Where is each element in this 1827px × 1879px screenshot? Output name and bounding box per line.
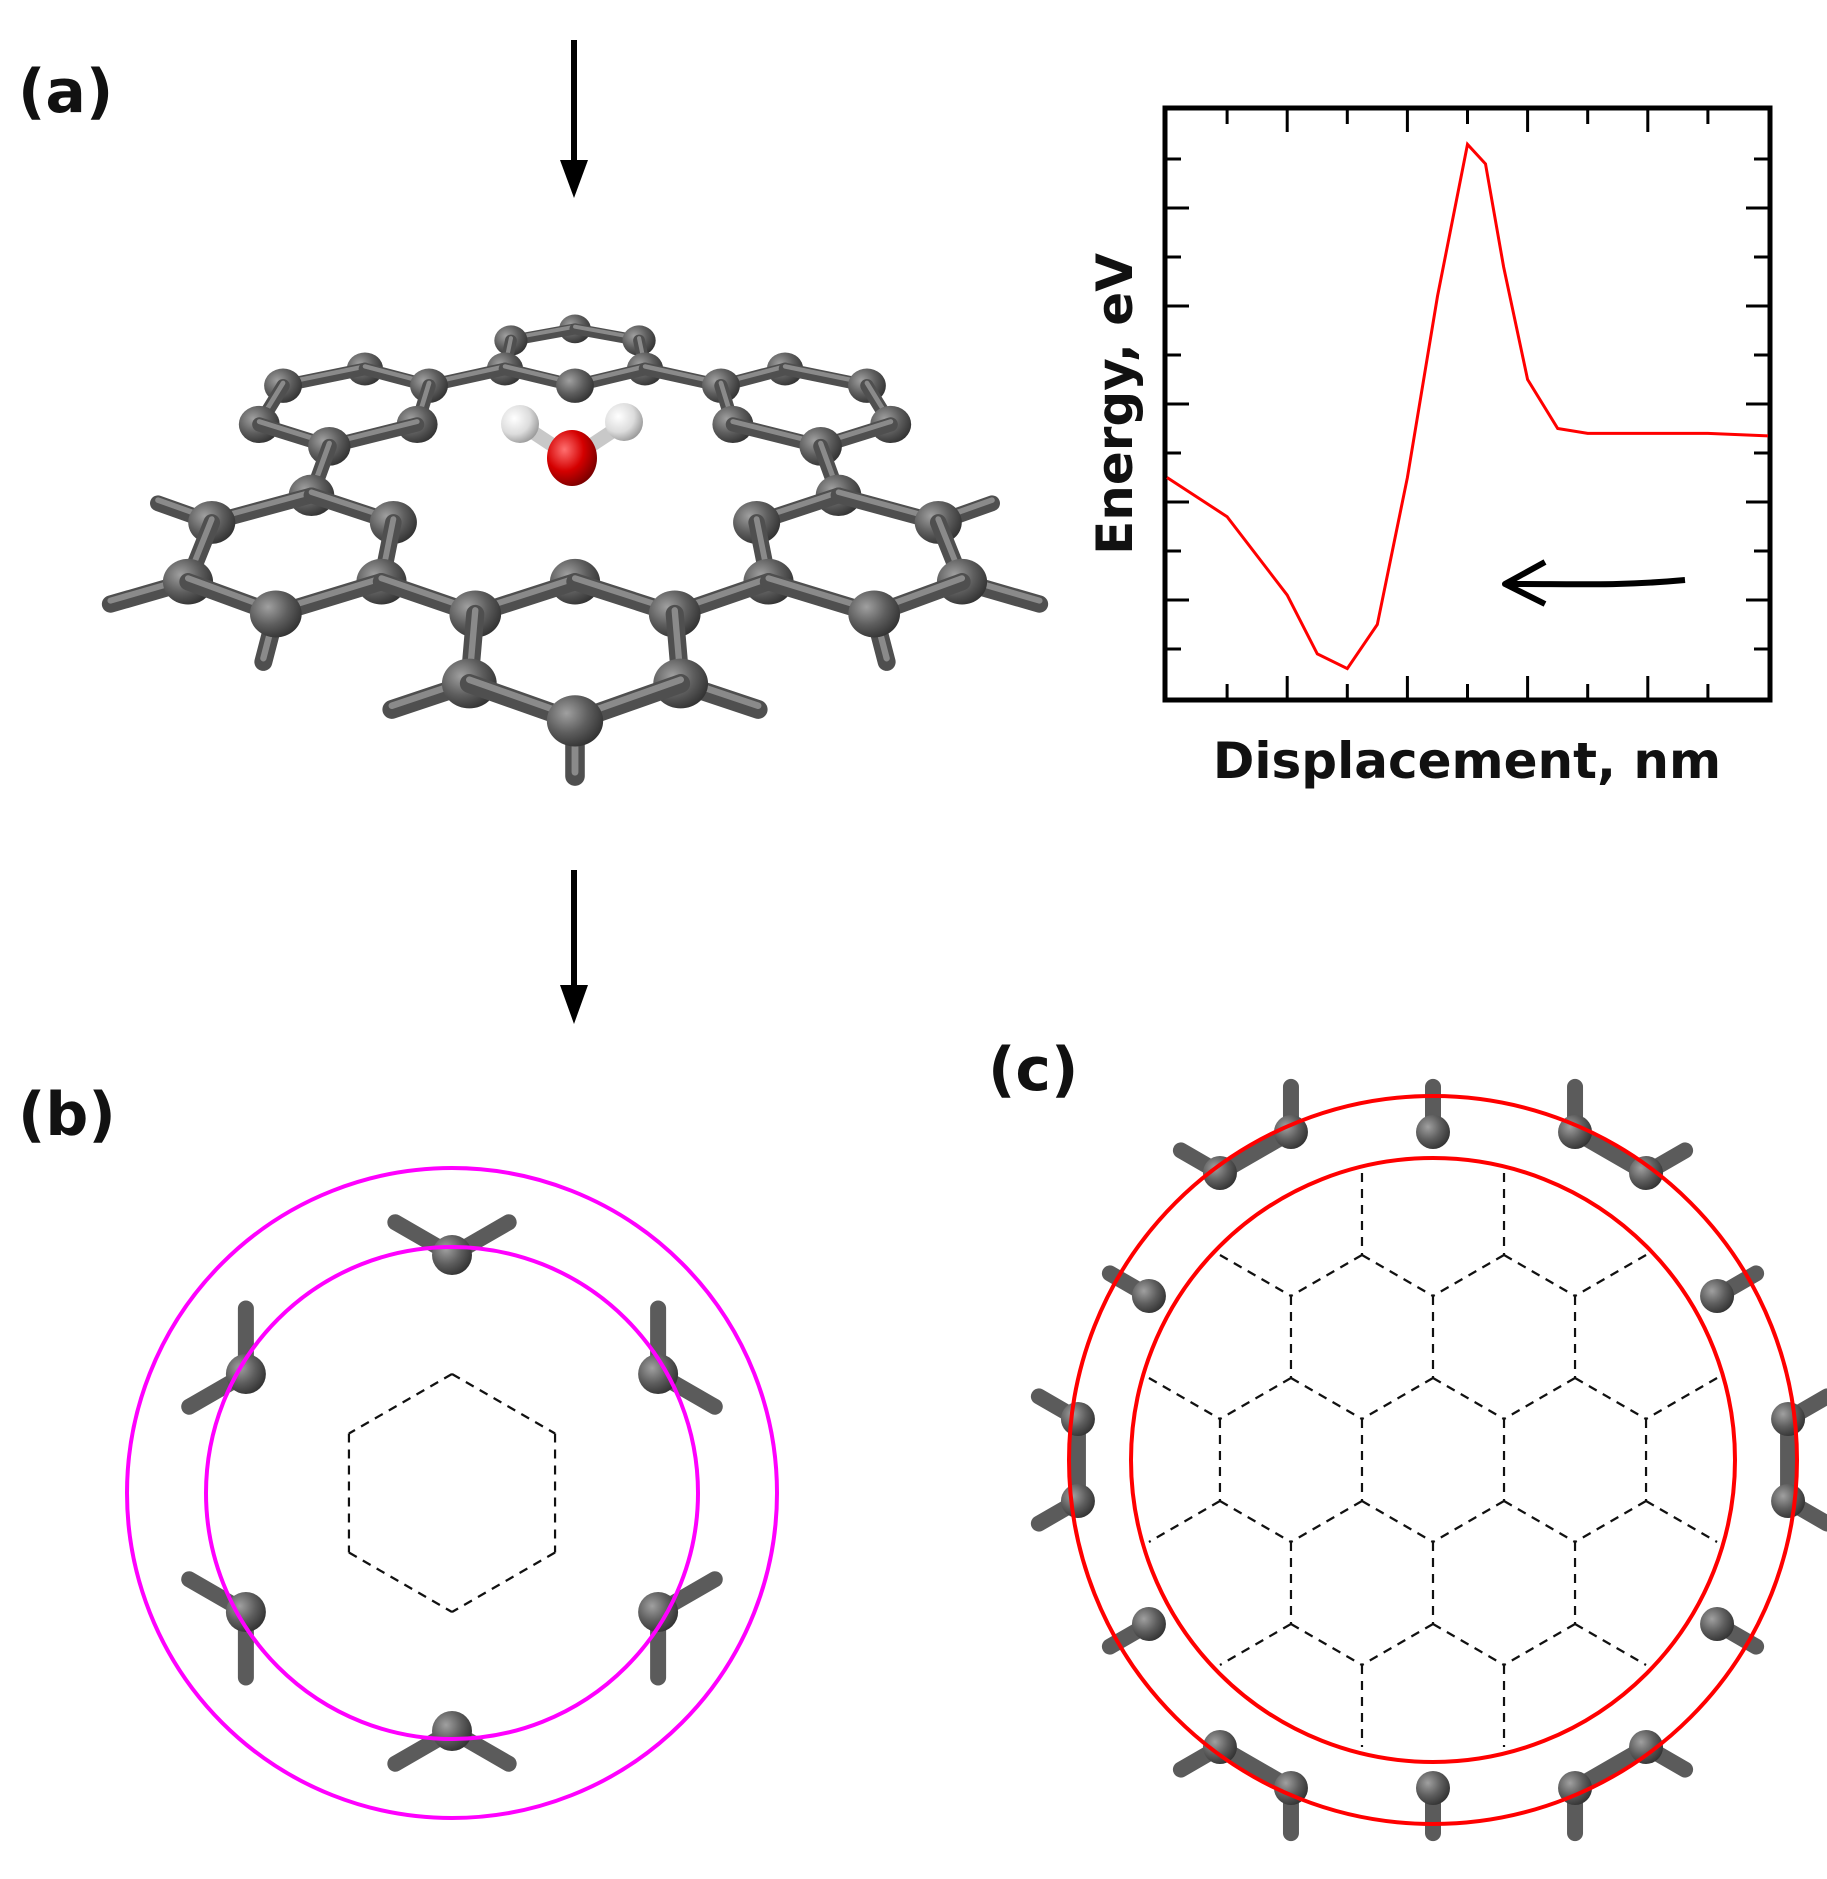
water-molecule (501, 403, 643, 486)
energy-chart: Displacement, nm Energy, eV (1086, 105, 1773, 790)
panel-label-b: (b) (18, 1080, 116, 1150)
energy-curve (1166, 141, 1769, 671)
x-axis-label: Displacement, nm (1213, 732, 1721, 790)
inner-circle-c (1129, 1156, 1737, 1764)
carbon-atom (249, 590, 302, 638)
y-axis-label: Energy, eV (1086, 253, 1144, 555)
carbon-atom (225, 1592, 266, 1632)
chart-ticks (1167, 110, 1768, 698)
carbon-atom (546, 695, 604, 747)
carbon-atom (1700, 1607, 1735, 1641)
carbon-atom (638, 1354, 679, 1394)
carbon-atom (225, 1354, 266, 1394)
hydrogen-atom (501, 405, 539, 443)
ring-bonds (181, 1214, 723, 1772)
removed-atoms-outline (1148, 1173, 1718, 1747)
carbon-atom (432, 1235, 472, 1275)
oxygen-atom (547, 430, 597, 486)
carbon-atom (1131, 1279, 1166, 1313)
carbon-atom (1416, 1115, 1450, 1149)
outer-circle-c (1067, 1094, 1799, 1826)
carbon-atom (1771, 1484, 1806, 1518)
panel-label-a: (a) (18, 57, 113, 127)
carbon-atom (556, 368, 594, 403)
carbon-atom (1202, 1730, 1237, 1764)
carbon-atom (1771, 1402, 1806, 1436)
hydrogen-atom (605, 403, 643, 441)
carbon-atom (1700, 1279, 1735, 1313)
down-arrow-bottom (560, 870, 588, 1024)
graphene-ring-c (1030, 1078, 1827, 1842)
carbon-atom (1416, 1771, 1450, 1805)
graphene-pore-perspective (101, 314, 1049, 786)
carbon-atom (1131, 1607, 1166, 1641)
carbon-atom (638, 1592, 679, 1632)
direction-arrow-left (1502, 559, 1686, 607)
chart-frame (1162, 105, 1773, 703)
carbon-atom (1629, 1730, 1664, 1764)
inner-circle-b (204, 1245, 700, 1741)
down-arrow-top (560, 40, 588, 198)
carbon-atom (848, 590, 901, 638)
ring-atoms (1060, 1115, 1806, 1805)
carbon-atom (1060, 1402, 1095, 1436)
ring-atoms (225, 1235, 679, 1751)
panel-label-c: (c) (988, 1035, 1078, 1105)
graphene-ring-b (181, 1214, 723, 1772)
ring-bonds (1030, 1078, 1827, 1842)
carbon-atom (432, 1711, 472, 1751)
carbon-atom (1202, 1156, 1237, 1190)
removed-atoms-outline (347, 1373, 557, 1613)
carbon-atom (1629, 1156, 1664, 1190)
carbon-atom (1060, 1484, 1095, 1518)
outer-circle-b (125, 1166, 779, 1820)
